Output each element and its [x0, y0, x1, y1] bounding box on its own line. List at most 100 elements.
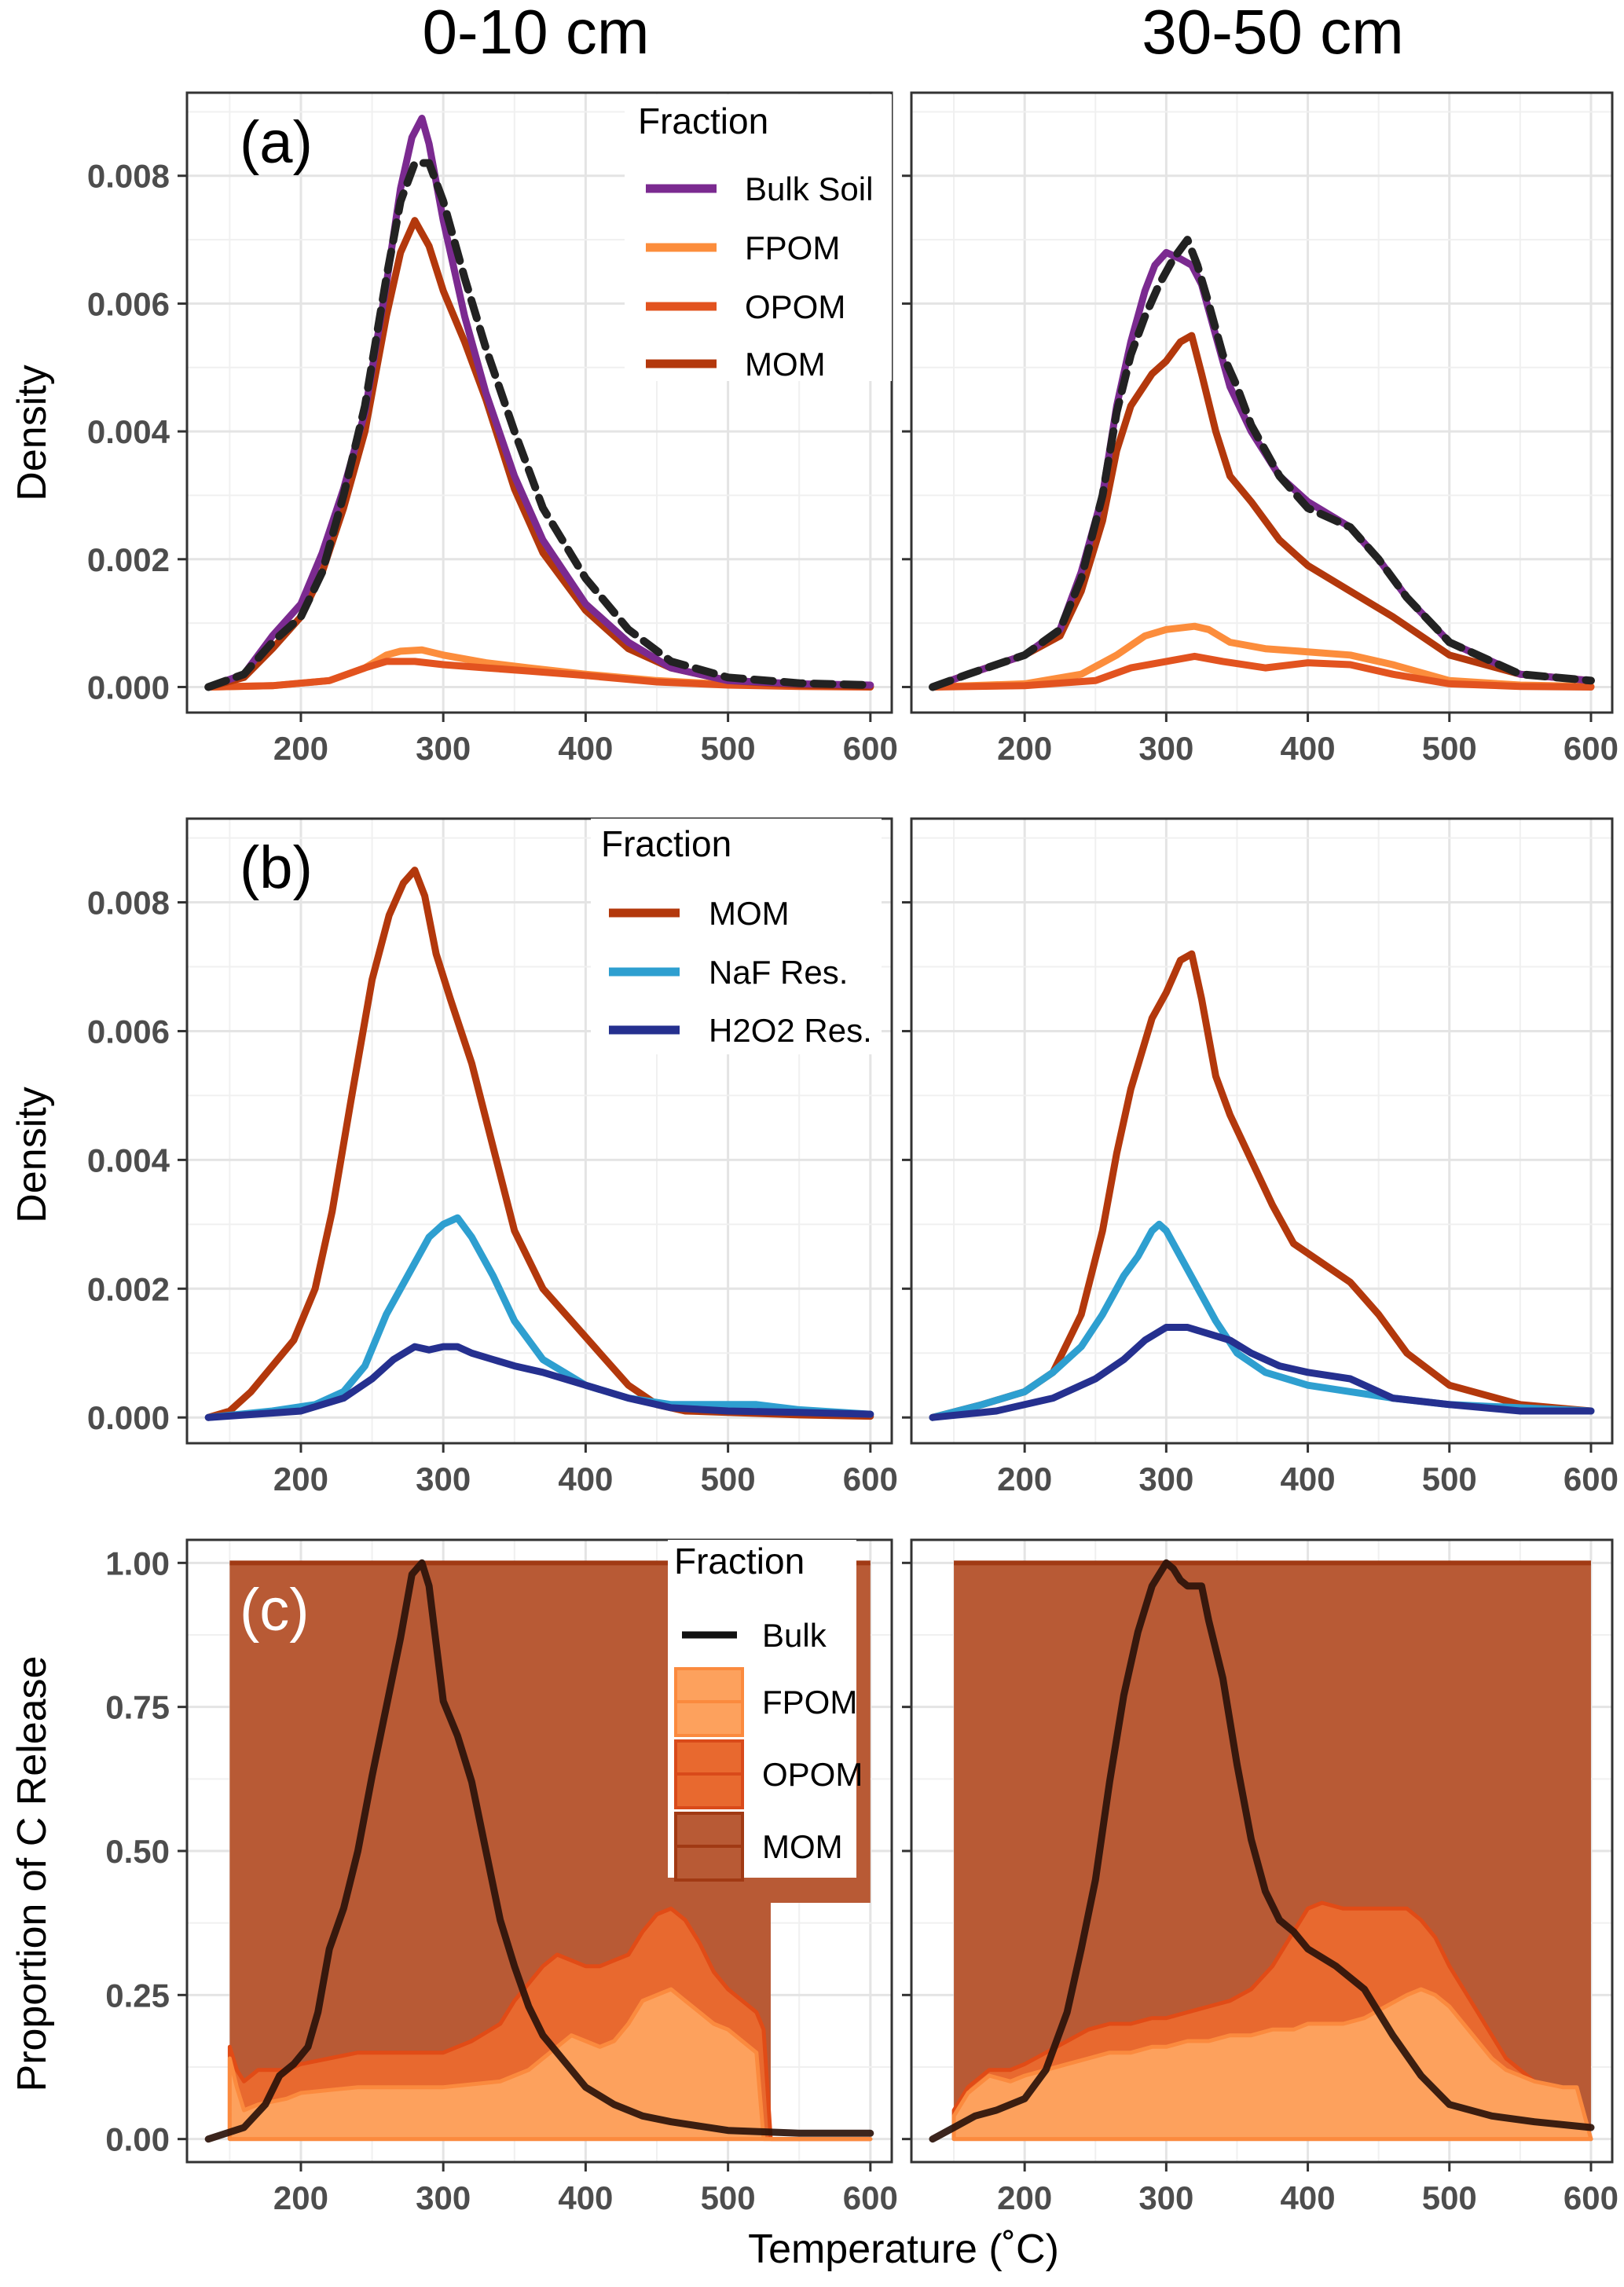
- legend-c-label-fpom: FPOM: [762, 1684, 857, 1721]
- x-tick-label-a-right-600: 600: [1564, 730, 1619, 767]
- x-tick-label-c-right-400: 400: [1281, 2179, 1336, 2216]
- legend-a-label-bulk-soil: Bulk Soil: [745, 170, 873, 207]
- series-line-bulk-soil-a-left: [204, 115, 874, 691]
- x-tick-label-b-left-400: 400: [558, 1461, 613, 1497]
- series-line-mom-a-right: [929, 332, 1595, 691]
- x-tick-label-c-left-300: 300: [416, 2179, 471, 2216]
- legend-b-label-h2o2: H2O2 Res.: [709, 1012, 872, 1049]
- series-line-naf-res-b-right: [929, 1220, 1595, 1421]
- col-title-0-10cm: 0-10 cm: [423, 0, 650, 67]
- panel-b-30-50cm: 200 300 400 500 600: [902, 817, 1619, 1497]
- x-tick-label-b-right-400: 400: [1281, 1461, 1336, 1497]
- plot-marks-b-right: [929, 950, 1595, 1421]
- x-tick-label-b-right-200: 200: [997, 1461, 1052, 1497]
- series-line-fpom-a-right: [929, 622, 1595, 691]
- legend-a: Fraction Bulk Soil FPOM OPOM MOM: [625, 94, 892, 383]
- ylabel-row-a: Density: [9, 365, 55, 500]
- x-tick-label-c-right-300: 300: [1138, 2179, 1193, 2216]
- legend-c-title: Fraction: [674, 1541, 805, 1581]
- legend-c-label-opom: OPOM: [762, 1756, 863, 1793]
- plot-background-a-right: [911, 93, 1612, 713]
- series-line-naf-res-b-left: [204, 1214, 874, 1421]
- legend-a-title: Fraction: [638, 101, 768, 141]
- x-tick-label-b-left-500: 500: [701, 1461, 756, 1497]
- ylabel-row-b: Density: [9, 1087, 55, 1222]
- y-tick-label-c-left-1: 0.25: [105, 1977, 170, 2014]
- legend-a-background: [625, 94, 892, 381]
- x-tick-label-a-left-500: 500: [701, 730, 756, 767]
- y-tick-label-b-left-4: 0.008: [87, 885, 170, 922]
- x-tick-label-a-right-300: 300: [1138, 730, 1193, 767]
- panel-border-b-left: [185, 817, 893, 1445]
- panel-label-c: (c): [240, 1577, 310, 1644]
- xlabel: Temperature (˚C): [748, 2227, 1059, 2272]
- y-tick-label-a-left-4: 0.008: [87, 158, 170, 195]
- x-tick-label-a-right-500: 500: [1422, 730, 1477, 767]
- y-tick-label-c-left-2: 0.50: [105, 1833, 170, 1870]
- ylabel-row-c: Proportion of C Release: [9, 1656, 55, 2092]
- series-line-opom-a-right: [929, 652, 1595, 691]
- area-fpom-c-left: [227, 1987, 873, 2142]
- x-tick-label-c-right-600: 600: [1564, 2179, 1619, 2216]
- y-tick-label-c-left-3: 0.75: [105, 1689, 170, 1726]
- y-tick-label-c-left-0: 0.00: [105, 2121, 170, 2158]
- series-line-sum-a-right: [929, 236, 1595, 691]
- x-tick-label-b-left-200: 200: [273, 1461, 328, 1497]
- legend-c-label-mom: MOM: [762, 1828, 843, 1865]
- series-line-sum-a-left: [204, 159, 874, 691]
- x-tick-label-b-left-300: 300: [416, 1461, 471, 1497]
- x-tick-label-c-left-600: 600: [843, 2179, 898, 2216]
- legend-b: Fraction MOM NaF Res. H2O2 Res.: [591, 819, 882, 1054]
- y-tick-label-b-left-1: 0.002: [87, 1270, 170, 1307]
- plot-marks-c-right: [929, 1559, 1595, 2143]
- x-tick-label-a-left-300: 300: [416, 730, 471, 767]
- panel-a-30-50cm: 200 300 400 500 600: [902, 91, 1619, 767]
- panel-c-30-50cm: 200 300 400 500 600: [902, 1538, 1619, 2216]
- legend-b-title: Fraction: [601, 823, 731, 864]
- legend-a-label-fpom: FPOM: [745, 229, 840, 266]
- panel-label-b: (b): [240, 834, 313, 901]
- x-tick-label-b-left-600: 600: [843, 1461, 898, 1497]
- y-tick-label-b-left-2: 0.004: [87, 1142, 170, 1178]
- y-tick-label-a-left-0: 0.000: [87, 669, 170, 706]
- x-tick-label-c-left-400: 400: [558, 2179, 613, 2216]
- series-line-opom-a-left: [204, 658, 874, 691]
- x-tick-label-a-left-400: 400: [558, 730, 613, 767]
- x-tick-label-a-right-400: 400: [1281, 730, 1336, 767]
- plot-marks-b-left: [204, 867, 874, 1421]
- x-tick-label-a-left-200: 200: [273, 730, 328, 767]
- x-tick-label-b-right-500: 500: [1422, 1461, 1477, 1497]
- plot-marks-a-left: [204, 115, 874, 691]
- x-tick-label-c-right-200: 200: [997, 2179, 1052, 2216]
- legend-b-background: [591, 819, 882, 1054]
- y-tick-label-a-left-3: 0.006: [87, 285, 170, 322]
- series-line-h2o2-res-b-right: [929, 1324, 1595, 1421]
- x-tick-label-c-left-200: 200: [273, 2179, 328, 2216]
- legend-a-label-opom: OPOM: [745, 288, 845, 325]
- series-line-bulk-c-left: [204, 1559, 874, 2143]
- legend-b-label-mom: MOM: [709, 895, 790, 932]
- legend-c-label-bulk: Bulk: [762, 1617, 827, 1654]
- col-title-30-50cm: 30-50 cm: [1142, 0, 1403, 67]
- legend-a-label-mom: MOM: [745, 346, 826, 383]
- x-tick-label-a-right-200: 200: [997, 730, 1052, 767]
- x-tick-label-c-right-500: 500: [1422, 2179, 1477, 2216]
- panel-border-a-left: [185, 91, 893, 714]
- y-tick-label-b-left-3: 0.006: [87, 1013, 170, 1050]
- legend-c: Fraction Bulk FPOM OPOM MOM: [668, 1540, 863, 1882]
- x-tick-label-c-left-500: 500: [701, 2179, 756, 2216]
- legend-b-label-naf: NaF Res.: [709, 954, 848, 991]
- panel-border-b-right: [910, 817, 1614, 1445]
- y-tick-label-c-left-4: 1.00: [105, 1545, 170, 1581]
- series-line-mom-b-right: [929, 950, 1595, 1421]
- plot-background-b-right: [911, 819, 1612, 1443]
- panel-label-a: (a): [240, 109, 313, 176]
- series-line-h2o2-res-b-left: [204, 1343, 874, 1421]
- x-tick-label-b-right-300: 300: [1138, 1461, 1193, 1497]
- y-tick-label-a-left-2: 0.004: [87, 413, 170, 450]
- x-tick-label-b-right-600: 600: [1564, 1461, 1619, 1497]
- panel-border-a-right: [910, 91, 1614, 714]
- y-tick-label-a-left-1: 0.002: [87, 541, 170, 578]
- series-line-bulk-c-right: [929, 1559, 1595, 2143]
